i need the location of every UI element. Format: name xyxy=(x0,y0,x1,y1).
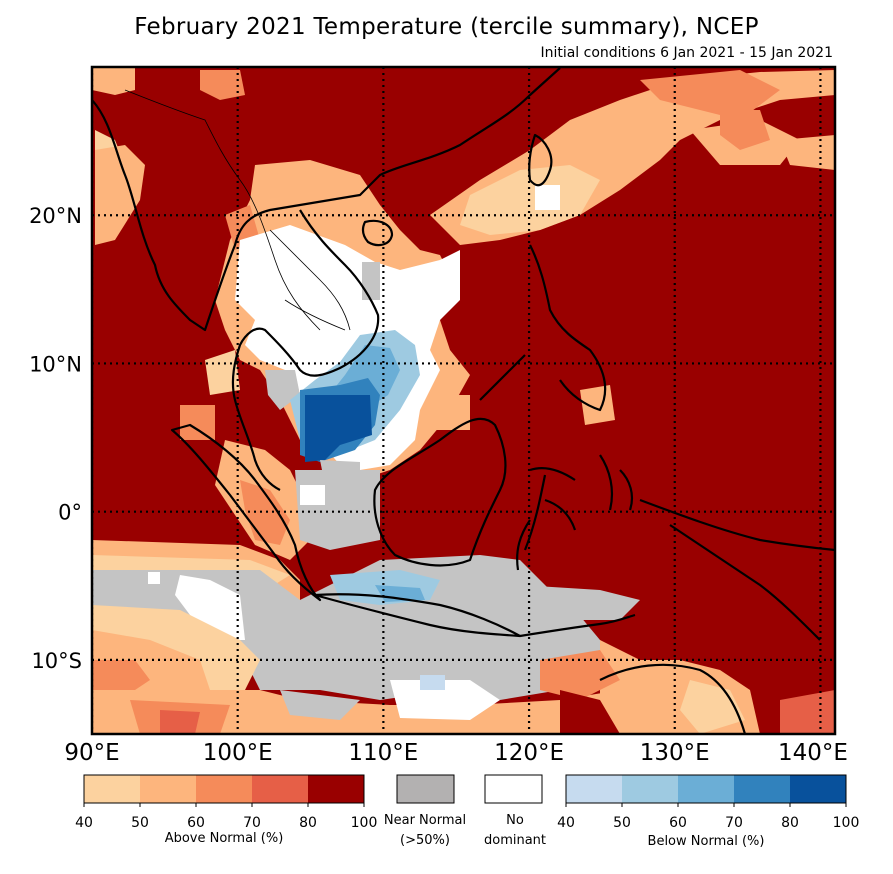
fill-region xyxy=(180,405,215,440)
lat-tick-label: 20°N xyxy=(29,204,82,228)
border-line xyxy=(284,299,346,331)
fill-region xyxy=(580,385,615,425)
fill-region xyxy=(640,70,780,120)
halmahera-coast xyxy=(599,454,634,511)
fill-region xyxy=(390,680,500,720)
fill-region xyxy=(420,675,445,690)
java-coast xyxy=(313,593,522,638)
above-normal-swatch xyxy=(140,775,196,803)
initial-conditions-subtitle: Initial conditions 6 Jan 2021 - 15 Jan 2… xyxy=(540,45,833,61)
lat-tick-label: 0° xyxy=(58,501,82,525)
fill-region xyxy=(430,395,470,430)
lat-tick-label: 10°S xyxy=(31,649,82,673)
above-normal-swatch xyxy=(196,775,252,803)
below-normal-swatch xyxy=(678,775,734,803)
below-normal-swatch xyxy=(566,775,622,803)
no-dominant-label: No xyxy=(506,813,524,828)
map-frame xyxy=(90,65,837,736)
above-normal-tick-label: 50 xyxy=(131,815,149,831)
border-line xyxy=(124,89,241,181)
below-normal-swatch xyxy=(622,775,678,803)
fill-region xyxy=(560,690,620,734)
above-normal-tick-label: 40 xyxy=(75,815,93,831)
fill-region xyxy=(240,480,290,545)
fill-region xyxy=(205,350,240,395)
below-normal-frame xyxy=(565,774,847,804)
fill-region xyxy=(160,710,200,734)
below-normal-tick-label: 50 xyxy=(613,815,631,831)
border-line xyxy=(239,179,321,331)
fill-region xyxy=(148,572,160,584)
lon-tick-label: 140°E xyxy=(778,740,848,766)
above-normal-caption: Above Normal (%) xyxy=(164,831,284,846)
fill-region xyxy=(200,70,245,100)
axis-tick-labels: 90°E 100°E 110°E 120°E 130°E 140°E 20°N 10°N 0° 1… xyxy=(29,204,848,766)
lon-tick-label: 90°E xyxy=(64,740,119,766)
lon-tick-label: 100°E xyxy=(203,740,273,766)
below-normal-tick-label: 60 xyxy=(669,815,687,831)
no-dominant-sublabel: dominant xyxy=(483,833,547,848)
below-normal-caption: Below Normal (%) xyxy=(647,834,765,849)
below-normal-swatch xyxy=(734,775,790,803)
fill-region xyxy=(92,690,620,734)
fill-region xyxy=(520,585,640,620)
coastlines xyxy=(92,67,835,734)
above-normal-swatch xyxy=(252,775,308,803)
fill-region xyxy=(680,680,745,734)
above-normal-tick-label: 70 xyxy=(243,815,261,831)
lat-tick-label: 10°N xyxy=(29,352,82,376)
lon-tick-label: 120°E xyxy=(494,740,564,766)
fill-region xyxy=(362,262,380,300)
below-normal-tick-label: 40 xyxy=(557,815,575,831)
below-normal-swatch xyxy=(790,775,846,803)
above-normal-swatch xyxy=(84,775,140,803)
lon-tick-label: 130°E xyxy=(640,740,710,766)
near-normal-swatch xyxy=(396,774,455,804)
fill-region xyxy=(175,575,245,640)
below-normal-tick-label: 70 xyxy=(725,815,743,831)
fill-region xyxy=(235,225,460,470)
fill-region xyxy=(720,110,770,150)
map-title: February 2021 Temperature (tercile summa… xyxy=(134,14,759,40)
near-normal-sublabel: (>50%) xyxy=(400,833,450,848)
fill-region xyxy=(305,395,372,462)
fill-region xyxy=(300,485,325,505)
fill-region xyxy=(295,470,380,550)
borneo-coast xyxy=(373,417,507,567)
country-borders xyxy=(124,89,351,331)
fill-region xyxy=(780,135,835,170)
below-normal-tick-label: 80 xyxy=(781,815,799,831)
above-normal-tick-label: 60 xyxy=(187,815,205,831)
legend-colorbars: 40 50 60 70 80 100 40 50 60 70 80 100 xyxy=(75,774,860,831)
border-line xyxy=(269,229,351,331)
new-guinea-coast xyxy=(639,498,835,641)
above-normal-tick-label: 80 xyxy=(299,815,317,831)
below-normal-tick-label: 100 xyxy=(833,815,860,831)
near-normal-label: Near Normal xyxy=(383,813,467,828)
no-dominant-swatch xyxy=(484,774,543,804)
above-normal-tick-label: 100 xyxy=(351,815,378,831)
above-normal-swatch xyxy=(308,775,364,803)
graticule-gridlines xyxy=(92,67,835,734)
fill-region xyxy=(540,650,620,700)
mainland-coast xyxy=(92,67,561,332)
lon-tick-label: 110°E xyxy=(348,740,418,766)
above-normal-frame xyxy=(83,774,365,804)
sumatra-coast xyxy=(170,423,322,602)
fill-region xyxy=(92,68,135,95)
fill-region xyxy=(280,690,360,720)
fill-region xyxy=(95,145,145,245)
australia-coast xyxy=(599,663,747,734)
lesser-sunda-coast xyxy=(519,613,636,638)
tercile-fill-regions xyxy=(92,68,835,734)
indochina-coast xyxy=(231,209,380,491)
philippines-coast xyxy=(479,244,607,412)
fill-region xyxy=(535,185,560,210)
